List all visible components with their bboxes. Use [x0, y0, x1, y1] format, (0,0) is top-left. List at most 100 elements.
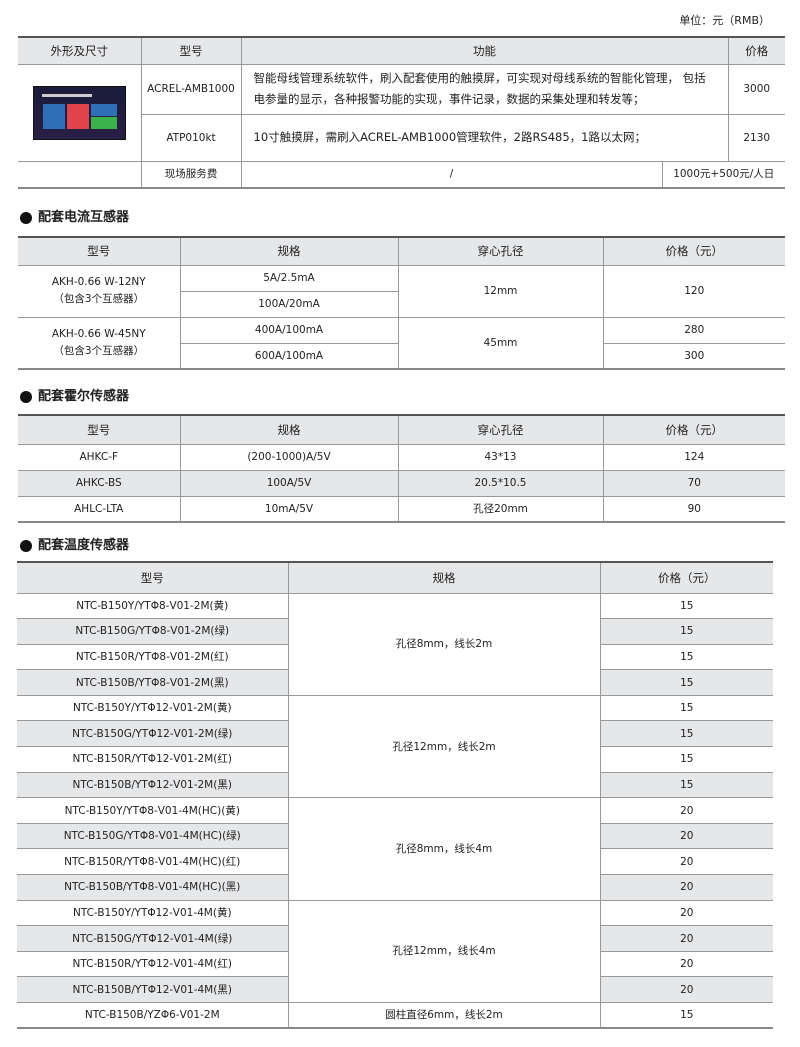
price-cell: 70 — [602, 469, 785, 497]
price-cell: 90 — [602, 495, 785, 523]
price-cell: 2130 — [727, 113, 785, 162]
spec-cell: 600A/100mA — [180, 342, 399, 370]
model-cell: NTC-B150B/YTΦ8-V01-2M(黑) — [17, 669, 289, 696]
touchscreen-photo — [32, 85, 126, 140]
spec-cell: 10mA/5V — [179, 495, 399, 523]
model-cell: NTC-B150G/YTΦ8-V01-2M(绿) — [17, 618, 289, 645]
header-aperture: 穿心孔径 — [397, 236, 604, 266]
section-title-hall: 配套霍尔传感器 — [20, 389, 129, 405]
spec-cell: 400A/100mA — [179, 316, 399, 344]
table-row: NTC-B150G/YTΦ8-V01-2M(绿) 15 — [17, 618, 773, 645]
header-price: 价格（元） — [602, 414, 785, 445]
table-row: AHKC-BS 100A/5V 20.5*10.5 70 — [18, 469, 785, 497]
price-cell: 20 — [599, 976, 773, 1003]
spec-cell: 孔径8mm，线长4m — [287, 797, 601, 901]
table-row: NTC-B150Y/YTΦ12-V01-2M(黄) 孔径12mm，线长2m 15 — [17, 694, 773, 799]
header-function: 功能 — [240, 36, 729, 65]
bullet-icon — [20, 391, 32, 403]
spec-cell: 孔径12mm，线长2m — [287, 694, 601, 799]
header-price: 价格（元） — [602, 236, 785, 266]
price-cell: 20 — [599, 822, 773, 850]
price-cell: 3000 — [727, 63, 785, 115]
model-cell: AKH-0.66 W-12NY （包含3个互感器） — [18, 264, 181, 318]
function-cell: 智能母线管理系统软件，刷入配套使用的触摸屏，可实现对母线系统的智能化管理， 包括… — [240, 63, 729, 115]
model-cell: ATP010kt — [141, 113, 242, 162]
price-cell: 15 — [599, 720, 773, 748]
price-cell: 15 — [599, 669, 773, 696]
header-spec: 规格 — [179, 414, 399, 445]
spec-cell: 5A/2.5mA — [179, 264, 399, 292]
model-cell: NTC-B150G/YTΦ8-V01-4M(HC)(绿) — [17, 822, 289, 850]
price-cell: 15 — [599, 1002, 773, 1029]
model-cell: NTC-B150B/YTΦ12-V01-2M(黑) — [17, 771, 289, 799]
empty-cell — [18, 160, 142, 189]
price-cell: 15 — [599, 746, 773, 773]
table-row: AHKC-F (200-1000)A/5V 43*13 124 — [18, 443, 785, 471]
price-cell: 120 — [602, 264, 785, 318]
header-price: 价格 — [727, 36, 785, 65]
model-cell: NTC-B150B/YTΦ8-V01-4M(HC)(黑) — [17, 874, 289, 901]
price-cell: 20 — [599, 925, 773, 952]
header-model: 型号 — [17, 561, 289, 594]
product-image — [18, 63, 142, 162]
table-row: NTC-B150B/YZΦ6-V01-2M 圆柱直径6mm，线长2m 15 — [17, 1002, 773, 1029]
model-cell: NTC-B150G/YTΦ12-V01-4M(绿) — [17, 925, 289, 952]
table-row: AHLC-LTA 10mA/5V 孔径20mm 90 — [18, 495, 785, 523]
spec-cell: 100A/5V — [179, 469, 399, 497]
price-cell: 15 — [599, 771, 773, 799]
table-row: NTC-B150R/YTΦ8-V01-4M(HC)(红) 20 — [17, 848, 773, 876]
aperture-cell: 孔径20mm — [397, 495, 604, 523]
hall-table: 型号 规格 穿心孔径 价格（元） AHKC-F (200-1000)A/5V 43*… — [18, 414, 785, 523]
model-cell: NTC-B150R/YTΦ8-V01-4M(HC)(红) — [17, 848, 289, 876]
price-cell: 20 — [599, 797, 773, 824]
aperture-cell: 12mm — [397, 264, 604, 318]
price-cell: 300 — [602, 342, 785, 370]
service-function: / — [240, 160, 663, 189]
table-row: NTC-B150Y/YTΦ8-V01-4M(HC)(黄) 孔径8mm，线长4m 20 — [17, 797, 773, 901]
table-row: NTC-B150R/YTΦ8-V01-2M(红) 15 — [17, 643, 773, 671]
temp-table: 型号 规格 价格（元） NTC-B150Y/YTΦ8-V01-2M(黄) 孔径8m… — [17, 561, 773, 1030]
model-cell: NTC-B150Y/YTΦ8-V01-2M(黄) — [17, 592, 289, 620]
table-row: NTC-B150B/YTΦ12-V01-4M(黑) 20 — [17, 976, 773, 1003]
table-row: NTC-B150B/YTΦ12-V01-2M(黑) 15 — [17, 771, 773, 799]
table-row: NTC-B150G/YTΦ8-V01-4M(HC)(绿) 20 — [17, 822, 773, 850]
price-cell: 20 — [599, 899, 773, 927]
model-cell: NTC-B150Y/YTΦ8-V01-4M(HC)(黄) — [17, 797, 289, 824]
header-aperture: 穿心孔径 — [397, 414, 604, 445]
table-row: NTC-B150B/YTΦ8-V01-4M(HC)(黑) 20 — [17, 874, 773, 901]
section-title-text: 配套温度传感器 — [38, 538, 130, 553]
header-spec: 规格 — [179, 236, 399, 266]
service-label: 现场服务费 — [140, 160, 242, 189]
function-cell: 10寸触摸屏，需刷入ACREL-AMB1000管理软件，2路RS485，1路以太… — [240, 113, 729, 162]
spec-cell: 孔径8mm，线长2m — [287, 592, 601, 696]
section-title-text: 配套霍尔传感器 — [38, 389, 130, 404]
spec-cell: 100A/20mA — [180, 290, 398, 318]
price-cell: 15 — [599, 618, 773, 645]
model-cell: NTC-B150G/YTΦ12-V01-2M(绿) — [17, 720, 289, 748]
table-row: NTC-B150Y/YTΦ8-V01-2M(黄) 孔径8mm，线长2m 15 — [17, 592, 773, 696]
table-row: NTC-B150G/YTΦ12-V01-4M(绿) 20 — [17, 925, 773, 952]
model-cell: NTC-B150R/YTΦ8-V01-2M(红) — [17, 643, 289, 671]
model-cell: NTC-B150Y/YTΦ12-V01-2M(黄) — [17, 694, 289, 722]
price-cell: 124 — [602, 443, 785, 471]
section-title-temp: 配套温度传感器 — [20, 538, 129, 554]
bullet-icon — [20, 212, 32, 224]
main-price-table: 外形及尺寸 型号 功能 价格 ACREL-AMB1000 智能母线管理系统软件，… — [18, 36, 785, 189]
ct-table: 型号 规格 穿心孔径 价格（元） AKH-0.66 W-12NY （包含3个互感器… — [18, 236, 785, 370]
spec-cell: 圆柱直径6mm，线长2m — [287, 1002, 601, 1029]
header-appearance: 外形及尺寸 — [18, 36, 142, 65]
table-row: NTC-B150Y/YTΦ12-V01-4M(黄) 孔径12mm，线长4m 20 — [17, 899, 773, 1004]
price-cell: 15 — [599, 643, 773, 671]
model-cell: AKH-0.66 W-45NY （包含3个互感器） — [18, 316, 181, 370]
bullet-icon — [20, 540, 32, 552]
table-row: NTC-B150G/YTΦ12-V01-2M(绿) 15 — [17, 720, 773, 748]
price-cell: 20 — [599, 950, 773, 978]
unit-label: 单位：元（RMB） — [679, 14, 770, 27]
header-model: 型号 — [140, 36, 242, 65]
model-cell: AHLC-LTA — [18, 495, 181, 523]
header-spec: 规格 — [287, 561, 601, 594]
model-cell: NTC-B150Y/YTΦ12-V01-4M(黄) — [17, 899, 289, 927]
aperture-cell: 20.5*10.5 — [397, 469, 604, 497]
header-model: 型号 — [18, 236, 181, 266]
section-title-text: 配套电流互感器 — [38, 210, 130, 225]
